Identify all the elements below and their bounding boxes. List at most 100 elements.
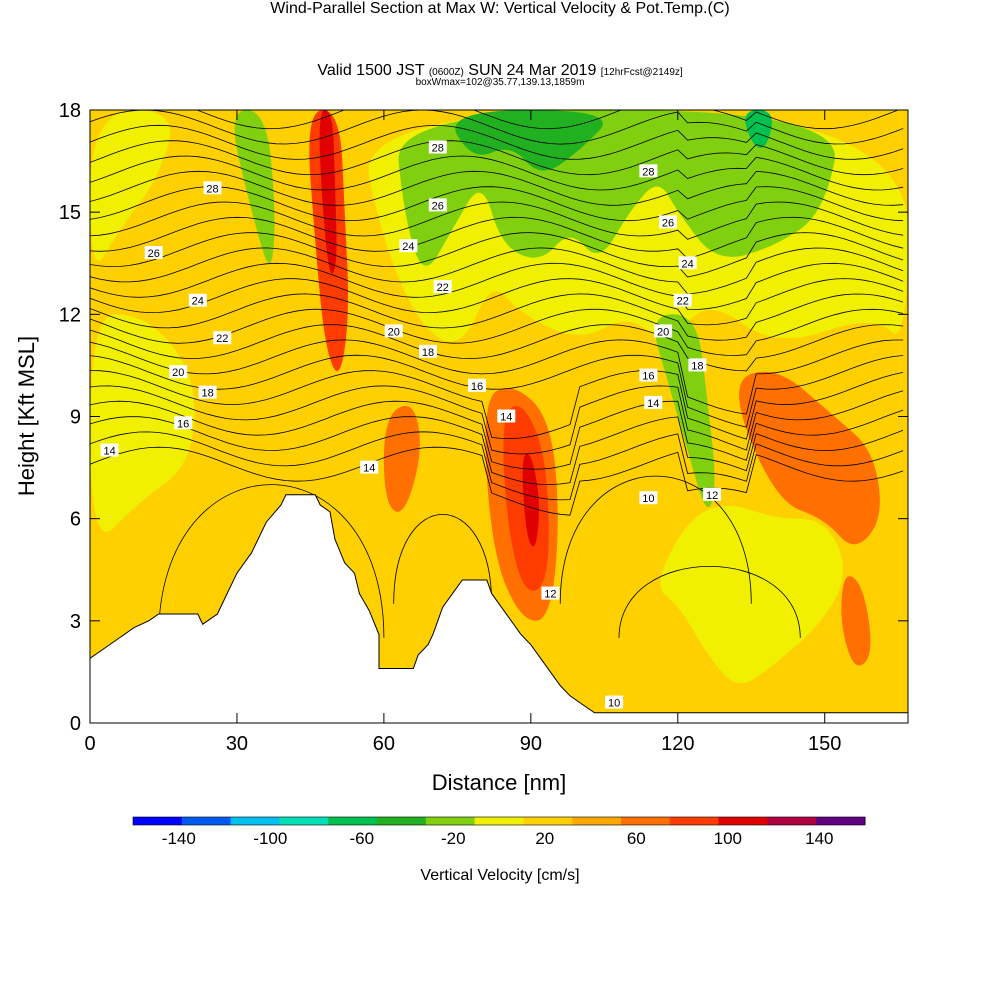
contour-label-box: [433, 280, 452, 294]
contour-label: 14: [360, 460, 379, 475]
theta-contour: [90, 140, 904, 176]
valid-fcst: [12hrFcst@2149z]: [600, 67, 683, 78]
theta-contour: [90, 110, 904, 145]
x-tick-label: 0: [84, 733, 95, 755]
chart-title-text: Wind-Parallel Section at Max W: Vertical…: [270, 0, 708, 17]
theta-contour: [90, 232, 904, 278]
contour-label: 20: [384, 324, 403, 338]
contour-label-box: [659, 215, 677, 229]
contour-label-text: 24: [681, 258, 693, 270]
contour-label-box: [468, 378, 486, 392]
theta-contour: [90, 385, 904, 455]
x-tick-label: 120: [661, 733, 694, 755]
potential-temperature-contours: [90, 110, 904, 638]
contour-label-box: [605, 695, 624, 709]
w-region: [739, 371, 880, 545]
contour-label-text: 26: [662, 217, 674, 229]
contour-label-text: 14: [103, 446, 115, 458]
theta-contour: [90, 278, 904, 326]
colorbar-frame: [132, 816, 866, 826]
terrain-profile: [90, 494, 908, 723]
contour-labels: 14 16 18 20 22 24 26 28 14 20 18 24 22 26 28 16 14 12 10 10…: [100, 140, 722, 710]
contour-label: 18: [198, 385, 217, 400]
w-region: [745, 110, 772, 148]
contour-label-box: [541, 586, 560, 600]
contour-label: 26: [659, 215, 677, 229]
contour-label: 28: [639, 164, 658, 178]
contour-label-text: 18: [422, 347, 434, 359]
colorbar-segment: [425, 817, 476, 825]
theta-contour: [90, 186, 904, 222]
contour-label-text: 26: [432, 200, 444, 212]
contour-label-text: 18: [201, 388, 213, 400]
contour-label-text: 14: [500, 412, 512, 424]
contour-label-box: [639, 491, 658, 505]
contour-label-text: 22: [437, 282, 449, 294]
contour-label-box: [419, 344, 437, 358]
y-axis: 0 3 6 9 12 15 18: [59, 100, 908, 735]
theta-contour: [90, 416, 904, 486]
x-tick-label: 90: [520, 733, 542, 755]
contour-label-box: [673, 293, 692, 307]
colorbar-segment: [377, 817, 427, 825]
colorbar-segment: [523, 817, 573, 825]
w-region: [90, 110, 171, 261]
colorbar-segment: [279, 817, 329, 825]
theta-contour: [195, 110, 900, 130]
theta-contour: [90, 262, 904, 310]
theta-contour: [90, 370, 904, 440]
contour-label-text: 28: [206, 183, 218, 195]
colorbar-segment: [328, 817, 378, 825]
valid-zulu: (0600Z): [428, 67, 464, 78]
contour-label-text: 22: [216, 333, 228, 345]
contour-label: 24: [399, 239, 418, 253]
colorbar-segment: [572, 817, 622, 825]
contour-label: 20: [654, 324, 673, 338]
contour-label-box: [188, 293, 207, 307]
contour-label-text: 12: [706, 490, 718, 502]
contour-label-box: [703, 487, 722, 501]
contour-label: 16: [639, 368, 658, 383]
theta-contour: [90, 339, 904, 415]
contour-label: 28: [203, 181, 222, 195]
theta-contour: [90, 170, 904, 206]
contour-label-text: 28: [432, 143, 444, 155]
contour-label: 10: [605, 695, 624, 710]
y-tick-label: 0: [70, 713, 81, 735]
colorbar-tick-label: -140: [162, 829, 196, 848]
contour-label-text: 20: [388, 326, 400, 338]
contour-label-text: 18: [691, 360, 703, 372]
y-tick-label: 15: [59, 202, 81, 224]
y-tick-label: 9: [70, 407, 81, 429]
contour-label-box: [644, 395, 663, 409]
contour-label: 22: [433, 280, 452, 294]
x-axis: 0 30 60 90 120 150: [84, 110, 841, 755]
contour-label-text: 16: [177, 418, 189, 430]
theta-contour: [90, 293, 904, 341]
contour-label-box: [688, 358, 707, 372]
contour-label-box: [678, 256, 697, 270]
valid-prefix: Valid 1500 JST: [317, 62, 425, 79]
colorbar-tick-label: 100: [714, 829, 742, 848]
contour-label-box: [384, 324, 403, 338]
w-region: [841, 576, 871, 666]
colorbar-tick-label: -60: [350, 829, 375, 848]
y-tick-label: 18: [59, 100, 81, 122]
theta-contour: [90, 446, 904, 516]
contour-label-box: [639, 164, 658, 178]
theta-contour: [90, 247, 904, 295]
theta-contour: [559, 475, 752, 604]
x-tick-label: 150: [808, 733, 841, 755]
contour-label-text: 12: [544, 589, 556, 601]
contour-label-box: [654, 324, 673, 338]
colorbar-segment: [230, 817, 280, 825]
colorbar-segment: [181, 817, 232, 825]
contour-label: 24: [188, 293, 207, 308]
theta-contour: [90, 431, 904, 501]
w-region: [660, 505, 844, 684]
y-axis-label: Height [Kft MSL]: [14, 336, 39, 496]
terrain: [90, 494, 908, 723]
w-region: [455, 110, 603, 171]
colorbar-tick-label: 140: [805, 829, 833, 848]
contour-label-box: [100, 443, 119, 457]
